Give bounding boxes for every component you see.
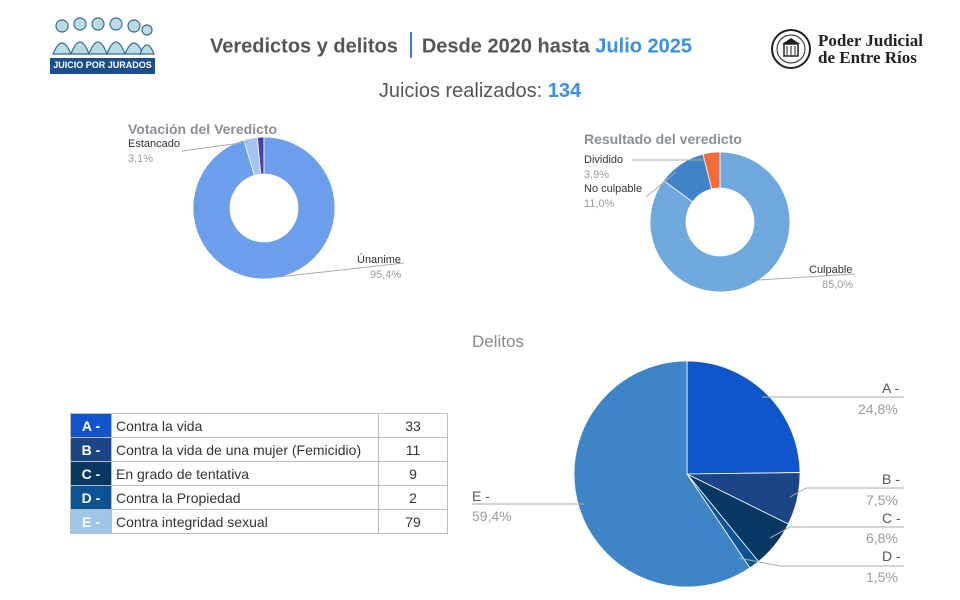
crime-name: En grado de tentativa xyxy=(111,461,379,486)
jury-people-icon xyxy=(50,14,155,76)
crime-code: D - xyxy=(70,485,112,510)
trials-count: 134 xyxy=(547,80,582,102)
crime-code: C - xyxy=(70,461,112,486)
label-e: E - xyxy=(472,488,490,504)
crime-name: Contra la vida de una mujer (Femicidio) xyxy=(111,437,379,462)
pct-estancado: 3,1% xyxy=(128,153,154,165)
crime-count: 33 xyxy=(378,413,448,438)
leader-line-no-culpable xyxy=(645,171,677,198)
leader-line-c xyxy=(769,526,904,539)
pct-culpable: 85,0% xyxy=(822,279,854,291)
pct-dividido: 3,9% xyxy=(584,169,610,181)
poder-judicial-logo: Poder Judicial de Entre Ríos xyxy=(770,28,930,74)
title-main: Veredictos y delitos xyxy=(210,35,398,58)
pie-slice-dividido xyxy=(702,151,721,190)
label-b: B - xyxy=(882,471,900,487)
chart-title-votacion: Votación del Veredicto xyxy=(128,121,278,137)
table-row: D - Contra la Propiedad 2 xyxy=(70,485,448,510)
label-estancado: Estancado xyxy=(128,138,180,150)
table-row: A - Contra la vida 33 xyxy=(70,413,448,438)
court-seal-icon xyxy=(771,29,811,69)
crime-code: E - xyxy=(70,509,112,534)
juicio-por-jurados-logo: JUICIO POR JURADOS xyxy=(50,14,155,76)
leader-line-b xyxy=(789,487,904,498)
table-row: C - En grado de tentativa 9 xyxy=(70,461,448,486)
pct-unanime: 95,4% xyxy=(370,269,402,281)
trials-summary: Juicios realizados: 134 xyxy=(0,80,960,103)
title-range: Desde 2020 hasta xyxy=(421,35,596,58)
leader-line-estancado xyxy=(181,141,249,152)
crime-code: A - xyxy=(70,413,112,438)
crime-name: Contra integridad sexual xyxy=(111,509,379,534)
pie-slice-e xyxy=(573,360,751,588)
pie-slice-a xyxy=(686,360,801,475)
crime-code: B - xyxy=(70,437,112,462)
label-a: A - xyxy=(882,380,900,396)
pct-d: 1,5% xyxy=(866,569,898,585)
leader-line-d xyxy=(738,557,904,567)
crime-count: 79 xyxy=(378,509,448,534)
pct-b: 7,5% xyxy=(866,492,898,508)
pct-a: 24,8% xyxy=(858,401,898,417)
org-line-2: de Entre Ríos xyxy=(818,48,917,67)
leader-line-culpable xyxy=(757,273,856,281)
table-row: E - Contra integridad sexual 79 xyxy=(70,509,448,534)
pie-slice-nanime xyxy=(192,136,336,280)
title-divider xyxy=(409,32,412,58)
crime-count: 2 xyxy=(378,485,448,510)
pct-c: 6,8% xyxy=(866,530,898,546)
pct-e: 59,4% xyxy=(472,508,512,524)
title-range-accent: Julio 2025 xyxy=(595,35,693,58)
crime-name: Contra la vida xyxy=(111,413,379,438)
crimes-table: A - Contra la vida 33 B - Contra la vida de … xyxy=(70,413,448,534)
label-d: D - xyxy=(882,548,901,564)
pct-no-culpable: 11,0% xyxy=(584,198,615,210)
crime-count: 11 xyxy=(378,437,448,462)
logo-text: JUICIO POR JURADOS xyxy=(53,60,152,70)
label-unanime: Únanime xyxy=(357,254,402,266)
crime-name: Contra la Propiedad xyxy=(111,485,379,510)
org-line-1: Poder Judicial xyxy=(818,31,923,50)
label-culpable: Culpable xyxy=(809,264,853,276)
page-title: Veredictos y delitos Desde 2020 hasta Jul… xyxy=(210,32,693,60)
chart-title-delitos: Delitos xyxy=(472,332,524,351)
label-c: C - xyxy=(882,510,901,526)
trials-label: Juicios realizados: xyxy=(378,80,548,102)
label-dividido: Dividido xyxy=(584,154,624,166)
leader-line-unanime xyxy=(277,262,405,278)
table-row: B - Contra la vida de una mujer (Femicidi… xyxy=(70,437,448,462)
label-no-culpable: No culpable xyxy=(584,183,643,195)
pie-slice-culpable xyxy=(649,151,791,293)
crime-count: 9 xyxy=(378,461,448,486)
chart-title-resultado: Resultado del veredicto xyxy=(584,131,742,147)
